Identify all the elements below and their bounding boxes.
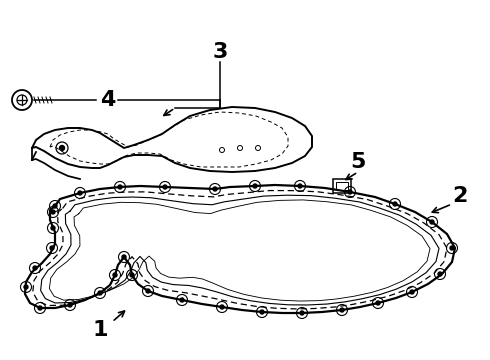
Circle shape	[393, 202, 397, 206]
Circle shape	[213, 187, 217, 191]
Circle shape	[430, 220, 434, 224]
Circle shape	[118, 185, 122, 189]
Text: 5: 5	[350, 152, 366, 172]
Circle shape	[220, 305, 224, 309]
Circle shape	[450, 246, 454, 250]
Text: 1: 1	[92, 320, 108, 340]
Bar	[333, 179, 351, 193]
Circle shape	[50, 246, 54, 250]
Circle shape	[51, 226, 55, 230]
Circle shape	[410, 290, 414, 294]
Text: 2: 2	[452, 186, 467, 206]
Circle shape	[253, 184, 257, 188]
Circle shape	[260, 310, 264, 314]
Text: 3: 3	[212, 42, 228, 62]
Circle shape	[33, 266, 37, 270]
Circle shape	[98, 291, 102, 295]
Circle shape	[113, 273, 117, 277]
Circle shape	[130, 273, 134, 277]
Circle shape	[24, 285, 28, 289]
Circle shape	[51, 210, 55, 214]
Circle shape	[78, 191, 82, 195]
Circle shape	[122, 255, 126, 259]
Circle shape	[53, 204, 57, 208]
Bar	[336, 182, 348, 190]
Text: 4: 4	[100, 90, 116, 110]
Circle shape	[376, 301, 380, 305]
Circle shape	[68, 303, 72, 307]
Circle shape	[180, 298, 184, 302]
Circle shape	[38, 306, 42, 310]
Circle shape	[348, 190, 352, 194]
Circle shape	[438, 272, 442, 276]
Circle shape	[146, 289, 150, 293]
Circle shape	[340, 308, 344, 312]
Circle shape	[163, 185, 167, 189]
Circle shape	[300, 311, 304, 315]
Circle shape	[298, 184, 302, 188]
Circle shape	[59, 145, 65, 150]
